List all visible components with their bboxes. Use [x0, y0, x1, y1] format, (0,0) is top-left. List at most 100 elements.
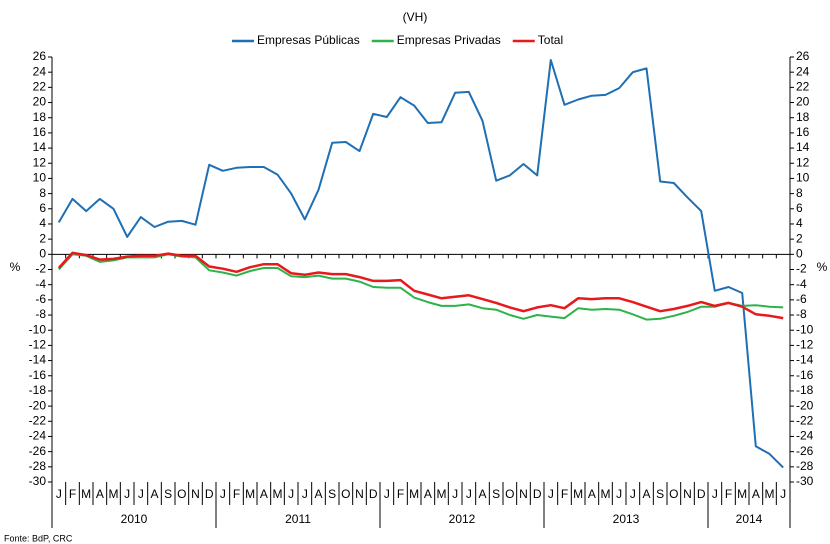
y-axis-label: % — [10, 260, 21, 274]
series-line — [57, 251, 784, 320]
x-tick-label: S — [164, 487, 172, 501]
x-tick-label: J — [384, 487, 390, 501]
x-tick-label: J — [288, 487, 294, 501]
y-tick-label: -6 — [35, 292, 46, 306]
x-tick-label: J — [548, 487, 554, 501]
y-tick-label: 20 — [33, 95, 47, 109]
y-tick-label: 6 — [39, 201, 46, 215]
y2-tick-label: -2 — [796, 262, 807, 276]
x-tick-label: A — [96, 487, 104, 501]
series-line — [57, 59, 784, 469]
x-tick-label: A — [150, 487, 158, 501]
y2-tick-label: -22 — [796, 413, 814, 427]
x-tick-label: M — [601, 487, 611, 501]
x-tick-label: M — [765, 487, 775, 501]
y-tick-label: -22 — [29, 413, 47, 427]
x-tick-label: O — [177, 487, 186, 501]
y-tick-label: 18 — [33, 110, 47, 124]
x-tick-label: M — [409, 487, 419, 501]
y2-tick-label: -30 — [796, 474, 814, 488]
x-tick-label: A — [478, 487, 486, 501]
x-tick-label: M — [245, 487, 255, 501]
y-tick-label: -26 — [29, 444, 47, 458]
y-tick-label: -14 — [29, 353, 47, 367]
y-tick-label: -18 — [29, 383, 47, 397]
y2-tick-label: -12 — [796, 338, 814, 352]
chart-subtitle: (VH) — [403, 10, 428, 24]
x-tick-label: N — [519, 487, 528, 501]
year-label: 2012 — [449, 512, 476, 526]
x-tick-label: D — [697, 487, 706, 501]
x-tick-label: A — [424, 487, 432, 501]
y-tick-label: -24 — [29, 429, 47, 443]
y-tick-label: -16 — [29, 368, 47, 382]
y2-tick-label: -18 — [796, 383, 814, 397]
y2-tick-label: -16 — [796, 368, 814, 382]
x-tick-label: M — [109, 487, 119, 501]
year-label: 2013 — [613, 512, 640, 526]
y-tick-label: 14 — [33, 140, 47, 154]
y2-tick-label: -6 — [796, 292, 807, 306]
x-tick-label: J — [138, 487, 144, 501]
x-tick-label: O — [505, 487, 514, 501]
y2-tick-label: 18 — [796, 110, 810, 124]
y2-tick-label: 26 — [796, 49, 810, 63]
y2-tick-label: -10 — [796, 322, 814, 336]
x-tick-label: J — [302, 487, 308, 501]
y-tick-label: -12 — [29, 338, 47, 352]
x-tick-label: F — [725, 487, 732, 501]
y-tick-label: -10 — [29, 322, 47, 336]
y2-tick-label: -24 — [796, 429, 814, 443]
y2-tick-label: 14 — [796, 140, 810, 154]
x-tick-label: A — [642, 487, 650, 501]
x-tick-label: F — [69, 487, 76, 501]
y2-tick-label: 10 — [796, 171, 810, 185]
y-tick-label: -4 — [35, 277, 46, 291]
y2-tick-label: -28 — [796, 459, 814, 473]
y-tick-label: -28 — [29, 459, 47, 473]
y2-tick-label: 16 — [796, 125, 810, 139]
y-tick-label: 2 — [39, 231, 46, 245]
x-tick-label: J — [452, 487, 458, 501]
x-tick-label: J — [124, 487, 130, 501]
y2-tick-label: -8 — [796, 307, 807, 321]
x-tick-label: F — [561, 487, 568, 501]
y-tick-label: -8 — [35, 307, 46, 321]
y2-tick-label: -4 — [796, 277, 807, 291]
y-tick-label: 12 — [33, 155, 47, 169]
y-tick-label: -20 — [29, 398, 47, 412]
x-tick-label: F — [397, 487, 404, 501]
x-tick-label: M — [573, 487, 583, 501]
x-tick-label: S — [656, 487, 664, 501]
y2-tick-label: -26 — [796, 444, 814, 458]
y-tick-label: 16 — [33, 125, 47, 139]
y-tick-label: 0 — [39, 246, 46, 260]
y2-tick-label: 20 — [796, 95, 810, 109]
y-tick-label: 26 — [33, 49, 47, 63]
footnote: Fonte: BdP, CRC — [4, 533, 73, 543]
x-tick-label: A — [752, 487, 760, 501]
x-tick-label: O — [341, 487, 350, 501]
y-tick-label: 8 — [39, 186, 46, 200]
x-tick-label: D — [533, 487, 542, 501]
y2-tick-label: 22 — [796, 80, 810, 94]
y2-tick-label: -14 — [796, 353, 814, 367]
y-tick-label: 10 — [33, 171, 47, 185]
y-tick-label: 4 — [39, 216, 46, 230]
year-label: 2010 — [121, 512, 148, 526]
x-tick-label: D — [205, 487, 214, 501]
x-tick-label: M — [81, 487, 91, 501]
legend-label: Empresas Privadas — [397, 33, 501, 47]
x-tick-label: J — [780, 487, 786, 501]
y2-tick-label: 2 — [796, 231, 803, 245]
y2-axis-label: % — [817, 260, 828, 274]
x-tick-label: A — [588, 487, 596, 501]
x-tick-label: J — [220, 487, 226, 501]
x-tick-label: N — [683, 487, 692, 501]
x-tick-label: M — [437, 487, 447, 501]
y2-tick-label: 24 — [796, 64, 810, 78]
y2-tick-label: 0 — [796, 246, 803, 260]
x-tick-label: A — [314, 487, 322, 501]
x-tick-label: O — [669, 487, 678, 501]
